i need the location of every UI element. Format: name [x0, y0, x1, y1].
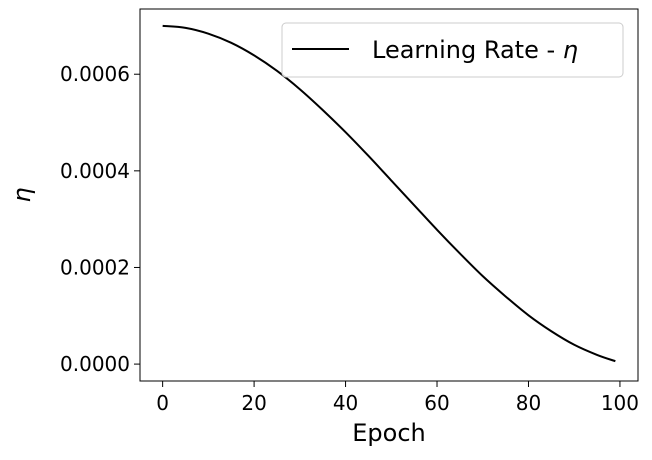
- legend: Learning Rate - η: [281, 22, 624, 78]
- x-tick-label: 60: [424, 391, 449, 415]
- x-tick-label: 20: [241, 391, 266, 415]
- plot-frame: [139, 8, 639, 382]
- y-tick-label: 0.0000: [60, 352, 130, 376]
- legend-entry-name: Learning Rate -: [372, 36, 563, 64]
- y-tick-label: 0.0004: [60, 159, 130, 183]
- x-tick-label: 40: [333, 391, 358, 415]
- legend-box: [281, 22, 624, 78]
- legend-entry-label: Learning Rate - η: [372, 36, 578, 64]
- marks-layer: [162, 24, 616, 363]
- x-tick-label: 0: [156, 391, 169, 415]
- y-axis-label: η: [8, 187, 36, 202]
- ticks-layer: 0 20 40 60 80 100 0.0000 0.0002 0.0004 0.0006: [60, 62, 639, 415]
- y-tick-label: 0.0006: [60, 62, 130, 86]
- series-line-learning-rate: [162, 24, 616, 363]
- y-tick-label: 0.0002: [60, 255, 130, 279]
- x-tick-label: 80: [516, 391, 541, 415]
- legend-entry-symbol: η: [563, 36, 578, 64]
- x-axis-label: Epoch: [352, 419, 426, 447]
- x-tick-label: 100: [601, 391, 639, 415]
